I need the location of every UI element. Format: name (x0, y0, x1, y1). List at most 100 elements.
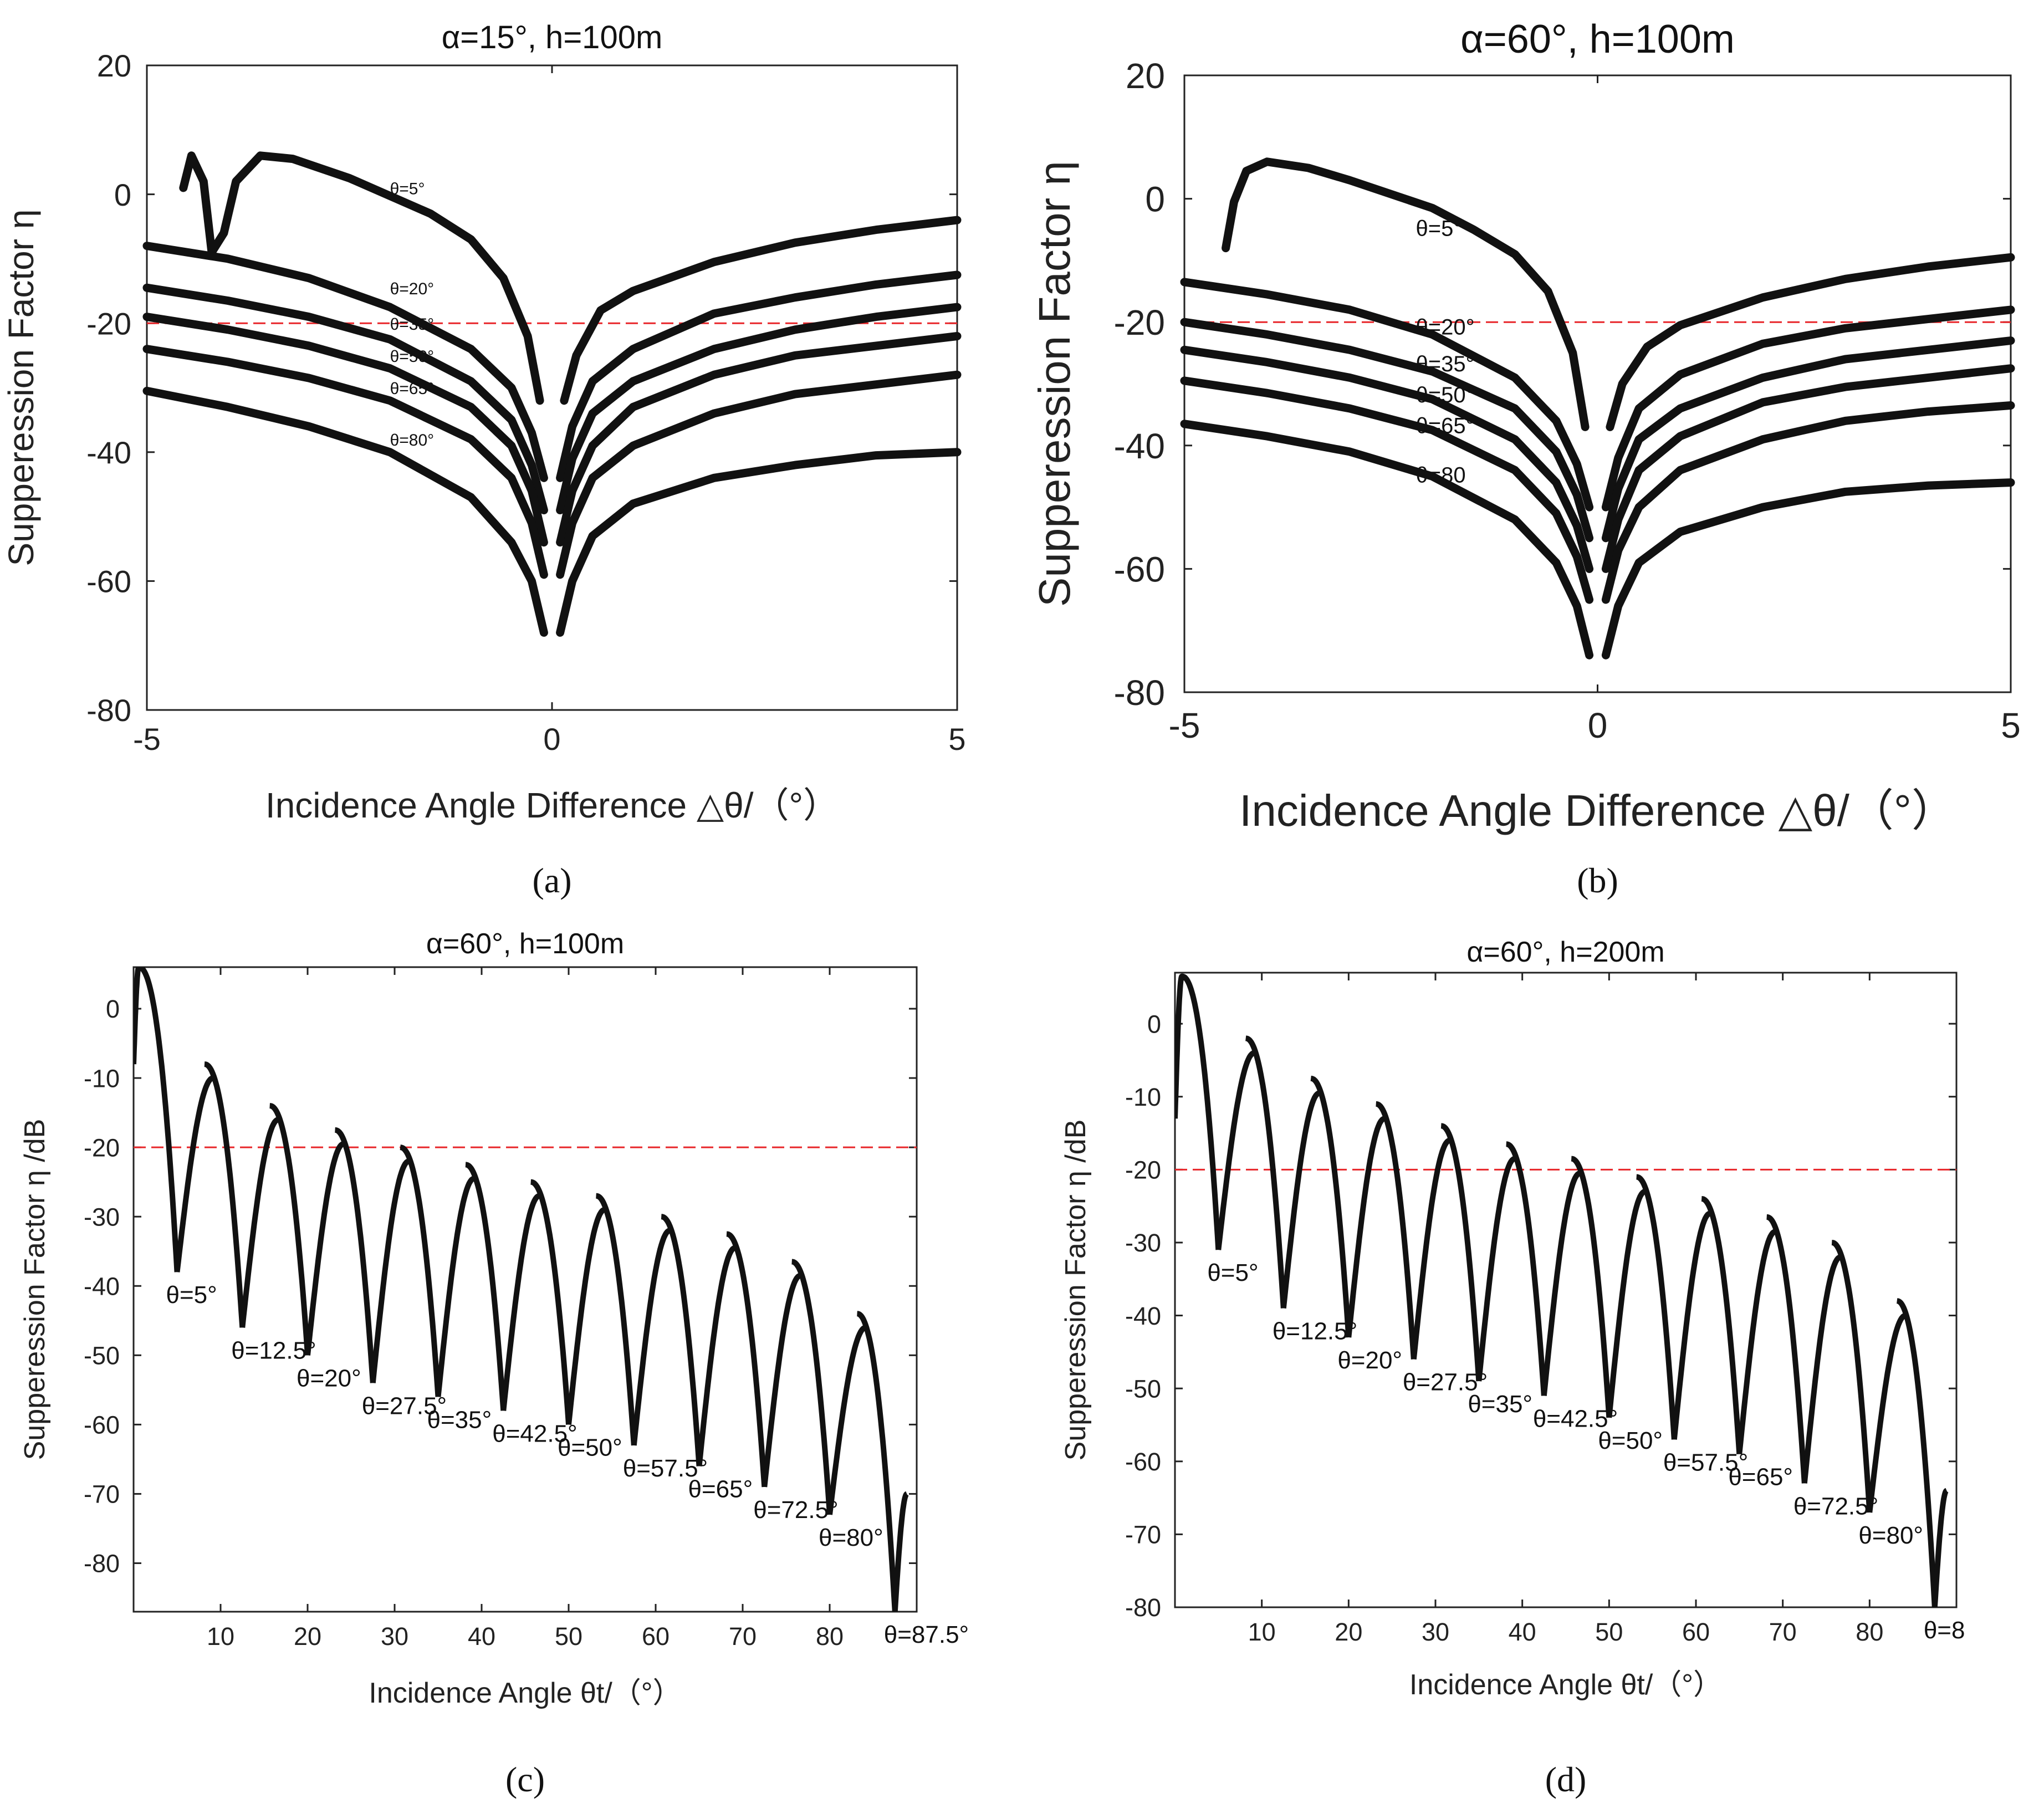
curve-label: θ=65° (1416, 414, 1474, 438)
series-curve-right (560, 216, 962, 405)
null-label: θ=57.5° (623, 1455, 708, 1482)
series-curve-left (1180, 420, 1594, 660)
y-tick-label: 20 (1126, 56, 1165, 96)
x-tick-label: -5 (1169, 706, 1200, 745)
y-tick-label: 20 (97, 48, 131, 83)
series-curve-right (556, 332, 962, 547)
x-tick-label: 20 (1335, 1618, 1362, 1646)
y-tick-label: -60 (86, 564, 131, 599)
curve-label: θ=20° (390, 280, 435, 298)
null-label: θ=72.5° (753, 1496, 838, 1524)
lobe-curve (1215, 1050, 1256, 1250)
y-tick-label: -30 (1125, 1229, 1161, 1257)
y-tick-label: 0 (114, 177, 131, 212)
y-tick-label: -10 (1125, 1083, 1161, 1111)
x-axis-label: Incidence Angle θt/（°） (369, 1677, 681, 1709)
curve-label: θ=65° (390, 380, 435, 398)
lobe-curve (566, 1207, 606, 1425)
y-tick-label: -60 (1114, 549, 1166, 589)
y-axis-label: Supperession Factor η /dB (1060, 1120, 1092, 1461)
y-tick-label: -10 (84, 1064, 120, 1092)
series-curve-right (1601, 401, 2015, 604)
lobe-curve (1280, 1090, 1321, 1309)
null-label: θ=80° (1858, 1522, 1923, 1549)
x-tick-label: 30 (381, 1622, 408, 1651)
x-tick-label: 80 (1856, 1618, 1883, 1646)
panel-caption: (d) (1545, 1760, 1587, 1799)
lobe-curve (762, 1273, 802, 1488)
null-label: θ=72.5° (1793, 1493, 1878, 1520)
null-label: θ=80° (819, 1524, 883, 1551)
x-tick-label: 5 (2001, 706, 2021, 745)
curve-label: θ=50° (1416, 383, 1474, 407)
y-tick-label: -30 (84, 1203, 120, 1231)
curves-group (134, 967, 909, 1612)
y-tick-label: -40 (1114, 426, 1166, 466)
lobe-curve (1411, 1137, 1452, 1360)
curve-label: θ=80 (1416, 463, 1465, 488)
null-label: θ=8 (1924, 1617, 1965, 1644)
lobe-curve (1374, 1101, 1417, 1360)
y-axis-label: Supperession Factor η /dB (19, 1119, 51, 1460)
y-tick-label: -70 (84, 1480, 120, 1509)
curves-group (1175, 973, 1949, 1607)
curve-label: θ=35° (390, 315, 435, 334)
x-tick-label: 20 (294, 1622, 321, 1651)
y-tick-label: 0 (106, 995, 120, 1023)
curve-label: θ=50° (390, 348, 435, 366)
x-tick-label: 50 (1595, 1618, 1623, 1646)
y-tick-label: -80 (86, 693, 131, 728)
curve-label: θ=20° (1416, 315, 1474, 339)
lobe-curve (1671, 1210, 1712, 1440)
y-tick-label: -70 (1125, 1521, 1161, 1549)
lobe-curve (463, 1162, 507, 1411)
lobe-curve (1699, 1196, 1742, 1454)
series-curve-left (1180, 376, 1594, 604)
lobe-curve (1931, 1488, 1949, 1607)
lobe-curve (1830, 1240, 1873, 1513)
lobe-curve (594, 1193, 637, 1446)
y-tick-label: -60 (1125, 1448, 1161, 1476)
null-label: θ=35° (1468, 1391, 1532, 1418)
series-curve-right (556, 448, 962, 637)
series-curve-right (1601, 305, 2015, 512)
y-tick-label: -50 (1125, 1374, 1161, 1403)
series-curve-left (142, 345, 548, 579)
y-tick-label: -80 (1114, 673, 1166, 713)
x-tick-label: 0 (543, 722, 560, 757)
panel-caption: (a) (532, 861, 571, 900)
lobe-curve (529, 1179, 571, 1425)
lobe-curve (305, 1141, 345, 1356)
x-tick-label: 40 (1509, 1618, 1536, 1646)
curve-label: θ=80° (390, 431, 435, 449)
lobe-curve (631, 1228, 672, 1446)
lobe-curve (827, 1325, 867, 1515)
x-axis-label: Incidence Angle θt/（°） (1409, 1669, 1722, 1701)
null-label: θ=50° (558, 1434, 622, 1461)
lobe-curve (268, 1103, 310, 1356)
chart-title: α=15°, h=100m (442, 19, 663, 55)
lobe-curve (696, 1245, 737, 1466)
lobe-curve (174, 1075, 215, 1273)
null-label: θ=27.5° (1403, 1369, 1488, 1396)
y-tick-label: -20 (86, 306, 131, 341)
x-tick-label: 60 (642, 1622, 670, 1651)
lobe-curve (1476, 1156, 1516, 1382)
series-curve-left (142, 242, 548, 482)
lobe-curve (1175, 973, 1222, 1250)
lobe-curve (1736, 1229, 1777, 1455)
lobe-curve (1606, 1188, 1647, 1418)
null-label: θ=87.5° (884, 1621, 969, 1648)
null-label: θ=20° (1337, 1347, 1402, 1374)
lobe-curve (500, 1193, 541, 1411)
lobe-curve (659, 1214, 702, 1466)
null-label: θ=57.5° (1663, 1449, 1748, 1476)
y-tick-label: -60 (84, 1411, 120, 1439)
y-tick-label: 0 (1147, 1010, 1161, 1038)
x-tick-label: 0 (1588, 706, 1608, 745)
lobe-curve (1504, 1141, 1547, 1396)
panel-a: -5 0 5 20 0 -20 -40 -60 -80 α=15°, h=100m Incidenc… (1, 19, 966, 900)
panel-b: -5 0 5 20 0 -20 -40 -60 -80 α=60°, h=100m Incidenc… (1030, 17, 2021, 900)
null-label: θ=42.5° (492, 1420, 577, 1447)
